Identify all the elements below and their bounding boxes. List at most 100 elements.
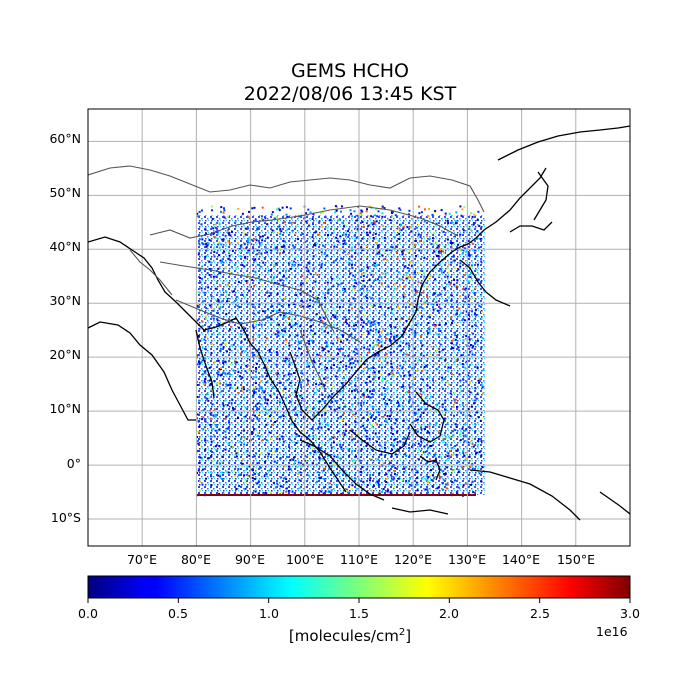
hcho-pixel [453,399,456,401]
hcho-pixel [450,261,453,264]
hcho-pixel [401,479,404,482]
hcho-pixel [261,439,264,442]
hcho-pixel [204,439,207,442]
hcho-pixel [461,288,464,291]
hcho-pixel [243,474,246,477]
hcho-pixel [271,417,274,420]
hcho-pixel [407,277,410,280]
hcho-pixel [297,340,300,343]
hcho-pixel [351,287,354,290]
hcho-pixel [275,363,278,366]
hcho-pixel [451,305,454,308]
hcho-pixel [340,415,343,418]
hcho-pixel [240,345,243,348]
lat-tick-label: 20°N [49,347,81,362]
hcho-pixel [208,274,211,276]
hcho-pixel [232,407,234,409]
hcho-pixel [442,470,445,472]
hcho-pixel [476,411,479,414]
hcho-pixel [262,310,264,313]
hcho-pixel [373,304,376,307]
hcho-pixel [427,215,430,218]
hcho-pixel [257,348,260,351]
hcho-pixel [383,393,386,396]
hcho-pixel [407,371,410,373]
hcho-pixel [239,440,242,443]
hcho-pixel [196,417,199,420]
hcho-pixel [238,326,240,329]
hcho-pixel [416,430,419,433]
hcho-pixel [367,332,370,335]
hcho-pixel [341,221,344,224]
hcho-pixel [370,424,373,427]
hcho-pixel [367,330,370,333]
hcho-pixel [221,455,224,458]
hcho-pixel [404,306,407,309]
hcho-pixel [219,473,222,476]
hcho-pixel [349,358,352,361]
hcho-pixel [385,249,388,252]
hcho-pixel [459,262,462,265]
hcho-pixel [221,324,224,327]
hcho-pixel [441,403,444,406]
hcho-pixel [348,309,350,312]
hcho-pixel [397,404,400,407]
hcho-pixel [398,345,401,348]
hcho-pixel [300,369,303,372]
hcho-pixel [255,274,258,277]
hcho-pixel [345,474,348,477]
hcho-pixel [369,396,372,399]
hcho-pixel [401,250,403,253]
hcho-pixel [311,333,314,336]
hcho-pixel [460,354,463,357]
hcho-pixel [283,476,286,479]
hcho-pixel [214,223,217,226]
hcho-pixel [259,452,262,455]
hcho-pixel [455,211,458,214]
hcho-pixel [230,402,233,405]
hcho-pixel [286,357,289,360]
hcho-pixel [414,429,417,432]
hcho-pixel [339,361,342,364]
hcho-pixel [370,215,373,218]
hcho-pixel [352,274,355,277]
lat-tick-label: 50°N [49,185,81,200]
hcho-pixel [367,320,370,323]
hcho-pixel [208,396,211,399]
hcho-pixel [277,325,280,328]
hcho-pixel [347,261,350,264]
hcho-pixel [209,383,212,385]
hcho-pixel [319,458,322,461]
hcho-pixel [435,348,438,351]
hcho-pixel [399,446,402,449]
hcho-pixel [253,312,256,315]
hcho-pixel [255,239,258,242]
hcho-pixel [395,418,398,421]
hcho-pixel [235,455,238,458]
hcho-pixel [312,414,315,417]
hcho-pixel [441,376,444,379]
hcho-pixel [270,305,273,308]
hcho-pixel [474,313,477,316]
hcho-pixel [471,353,474,356]
hcho-pixel [300,386,303,389]
hcho-pixel [443,440,446,443]
hcho-pixel [382,488,385,491]
hcho-pixel [458,373,461,376]
hcho-pixel [381,212,384,215]
hcho-pixel [319,447,322,450]
hcho-pixel [460,312,463,315]
hcho-pixel [244,406,247,409]
hcho-pixel [296,354,299,357]
hcho-pixel [314,301,317,303]
hcho-pixel [395,229,398,232]
hcho-pixel [429,423,432,426]
hcho-pixel [463,288,466,291]
hcho-pixel [269,322,272,325]
colorbar-tick-label: 1.0 [259,606,279,621]
hcho-pixel [458,314,461,317]
hcho-data-layer [196,205,486,497]
hcho-pixel [407,316,410,319]
hcho-pixel [337,352,340,355]
hcho-pixel [299,325,302,328]
